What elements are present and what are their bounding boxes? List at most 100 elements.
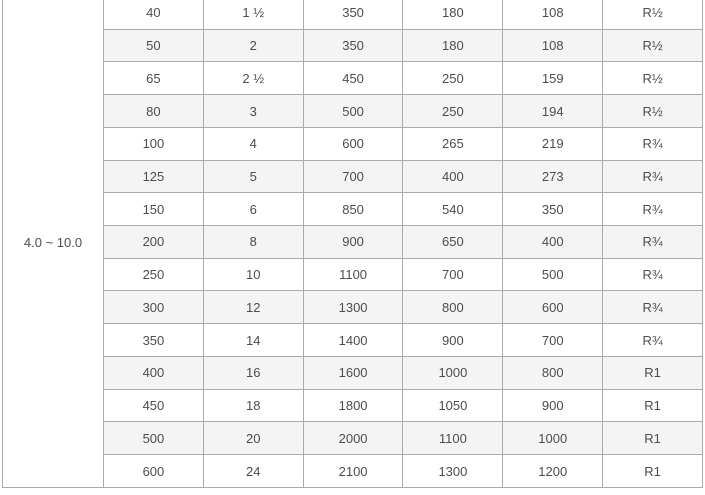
table-cell: 20 bbox=[202, 421, 304, 456]
table-row: 200 8 900 650 400 R¾ bbox=[3, 225, 703, 259]
table-cell: 700 bbox=[402, 257, 504, 292]
table-cell: 700 bbox=[302, 159, 404, 194]
table-row: 600 24 2100 1300 1200 R1 bbox=[3, 454, 703, 488]
table-row: 250 10 1100 700 500 R¾ bbox=[3, 257, 703, 292]
table-cell: 250 bbox=[402, 94, 504, 128]
table-cell: 350 bbox=[103, 323, 204, 357]
table-cell: 108 bbox=[502, 28, 604, 63]
table-cell: 650 bbox=[402, 225, 504, 259]
table-cell: 2 bbox=[202, 28, 304, 63]
table-cell: 8 bbox=[202, 225, 304, 259]
table-cell: 400 bbox=[103, 355, 204, 390]
table-cell: 1800 bbox=[302, 388, 404, 423]
table-row: 100 4 600 265 219 R¾ bbox=[3, 126, 703, 161]
table-cell: R¾ bbox=[602, 159, 703, 194]
table-cell: R¾ bbox=[602, 225, 703, 259]
table-cell: 1100 bbox=[402, 421, 504, 456]
table-row: 150 6 850 540 350 R¾ bbox=[3, 192, 703, 227]
table-cell: 50 bbox=[103, 28, 204, 63]
table-cell: 180 bbox=[402, 28, 504, 63]
table-cell: 10 bbox=[202, 257, 304, 292]
table-cell: 250 bbox=[103, 257, 204, 292]
table-cell: R1 bbox=[602, 388, 703, 423]
range-cell: 4.0 ~ 10.0 bbox=[2, 0, 104, 488]
table-cell: 180 bbox=[402, 0, 504, 30]
table-cell: 150 bbox=[103, 192, 204, 227]
table-cell: 1050 bbox=[402, 388, 504, 423]
table-cell: 700 bbox=[502, 323, 604, 357]
table-cell: 2000 bbox=[302, 421, 404, 456]
table-cell: R¾ bbox=[602, 290, 703, 325]
table-cell: 3 bbox=[202, 94, 304, 128]
table-cell: R½ bbox=[602, 94, 703, 128]
table-cell: R¾ bbox=[602, 323, 703, 357]
table-row: 400 16 1600 1000 800 R1 bbox=[3, 355, 703, 390]
table-cell: 2100 bbox=[302, 454, 404, 488]
table-cell: 500 bbox=[302, 94, 404, 128]
table-cell: R¾ bbox=[602, 126, 703, 161]
table-cell: 194 bbox=[502, 94, 604, 128]
table-cell: 400 bbox=[502, 225, 604, 259]
table-row: 300 12 1300 800 600 R¾ bbox=[3, 290, 703, 325]
table-cell: 900 bbox=[402, 323, 504, 357]
table-cell: 250 bbox=[402, 61, 504, 96]
table-cell: 1 ½ bbox=[202, 0, 304, 30]
table-cell: 800 bbox=[402, 290, 504, 325]
table-cell: 1200 bbox=[502, 454, 604, 488]
table-cell: 14 bbox=[202, 323, 304, 357]
table-cell: 1400 bbox=[302, 323, 404, 357]
table-cell: R1 bbox=[602, 421, 703, 456]
table-cell: R¾ bbox=[602, 192, 703, 227]
table-cell: 16 bbox=[202, 355, 304, 390]
table-cell: 125 bbox=[103, 159, 204, 194]
table-cell: 600 bbox=[302, 126, 404, 161]
table-cell: 1300 bbox=[302, 290, 404, 325]
table-row: 65 2 ½ 450 250 159 R½ bbox=[3, 61, 703, 96]
table-cell: 850 bbox=[302, 192, 404, 227]
table-cell: 265 bbox=[402, 126, 504, 161]
table-cell: 540 bbox=[402, 192, 504, 227]
table-row: 50 2 350 180 108 R½ bbox=[3, 28, 703, 63]
table-row: 350 14 1400 900 700 R¾ bbox=[3, 323, 703, 357]
table-cell: 450 bbox=[103, 388, 204, 423]
table-cell: 500 bbox=[502, 257, 604, 292]
table-cell: R½ bbox=[602, 28, 703, 63]
table-cell: 159 bbox=[502, 61, 604, 96]
table-cell: 200 bbox=[103, 225, 204, 259]
table-cell: 100 bbox=[103, 126, 204, 161]
table-cell: 65 bbox=[103, 61, 204, 96]
table-cell: 350 bbox=[502, 192, 604, 227]
table-cell: 350 bbox=[302, 28, 404, 63]
table-cell: 1600 bbox=[302, 355, 404, 390]
table-cell: 400 bbox=[402, 159, 504, 194]
table-cell: 273 bbox=[502, 159, 604, 194]
table-cell: 80 bbox=[103, 94, 204, 128]
table-cell: 500 bbox=[103, 421, 204, 456]
table-cell: 450 bbox=[302, 61, 404, 96]
table-cell: 5 bbox=[202, 159, 304, 194]
table-cell: 350 bbox=[302, 0, 404, 30]
table-cell: R½ bbox=[602, 0, 703, 30]
table-cell: 2 ½ bbox=[202, 61, 304, 96]
table-cell: 40 bbox=[103, 0, 204, 30]
table-cell: 12 bbox=[202, 290, 304, 325]
table-cell: 1300 bbox=[402, 454, 504, 488]
table-cell: R½ bbox=[602, 61, 703, 96]
table-row: 450 18 1800 1050 900 R1 bbox=[3, 388, 703, 423]
table-cell: 1000 bbox=[402, 355, 504, 390]
table-row: 125 5 700 400 273 R¾ bbox=[3, 159, 703, 194]
table-cell: 108 bbox=[502, 0, 604, 30]
table-row: 80 3 500 250 194 R½ bbox=[3, 94, 703, 128]
table-cell: 1100 bbox=[302, 257, 404, 292]
table-cell: 600 bbox=[103, 454, 204, 488]
table-cell: R1 bbox=[602, 355, 703, 390]
table-cell: 1000 bbox=[502, 421, 604, 456]
table-cell: 6 bbox=[202, 192, 304, 227]
table-cell: 300 bbox=[103, 290, 204, 325]
table-cell: 4 bbox=[202, 126, 304, 161]
table-cell: 800 bbox=[502, 355, 604, 390]
